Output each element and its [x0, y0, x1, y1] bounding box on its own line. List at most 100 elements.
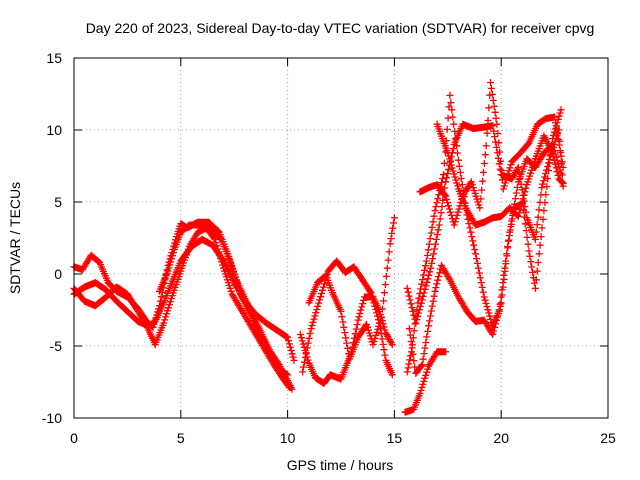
data-point: [477, 195, 485, 203]
data-point: [212, 239, 220, 247]
data-point: [487, 79, 494, 86]
data-point: [210, 234, 218, 242]
data-point: [374, 325, 382, 333]
data-point: [408, 344, 416, 352]
data-point: [448, 164, 456, 172]
data-point: [451, 173, 459, 181]
data-point: [318, 290, 325, 297]
data-point: [494, 309, 502, 317]
data-point: [521, 220, 529, 228]
data-point: [403, 368, 411, 376]
data-point: [493, 143, 500, 151]
data-point: [378, 313, 386, 321]
data-point: [152, 314, 160, 322]
data-point: [482, 299, 490, 307]
data-point: [406, 296, 414, 304]
data-point: [217, 255, 225, 263]
data-point: [319, 286, 326, 294]
data-point: [470, 241, 478, 249]
data-point: [482, 142, 490, 150]
data-point: [442, 178, 450, 186]
data-point: [520, 206, 527, 214]
data-point: [299, 340, 307, 348]
data-point: [351, 330, 359, 338]
data-point: [340, 323, 348, 331]
data-point: [383, 264, 391, 272]
data-point: [431, 287, 439, 295]
data-point: [552, 119, 559, 127]
data-point: [289, 353, 297, 361]
data-point: [370, 338, 378, 345]
data-point: [534, 213, 542, 221]
data-point: [527, 258, 535, 266]
data-point: [377, 330, 385, 338]
data-point: [450, 221, 458, 229]
data-point: [385, 248, 393, 256]
data-point: [526, 252, 534, 260]
data-points-layer: [70, 79, 567, 416]
data-point: [493, 316, 500, 324]
data-point: [319, 283, 327, 291]
data-point: [164, 307, 171, 315]
data-point: [366, 287, 374, 295]
data-point: [170, 249, 177, 257]
data-point: [313, 306, 321, 313]
data-point: [499, 283, 507, 291]
data-point: [429, 218, 437, 226]
data-point: [374, 312, 381, 320]
data-point: [435, 191, 443, 199]
data-point: [536, 241, 544, 249]
data-point: [167, 295, 175, 303]
data-point: [407, 338, 415, 345]
data-point: [369, 341, 377, 349]
data-point: [405, 360, 413, 368]
data-point: [315, 299, 323, 307]
data-point: [435, 273, 443, 280]
data-point: [423, 278, 431, 286]
data-point: [381, 326, 389, 334]
data-point: [284, 371, 292, 379]
data-point: [546, 159, 554, 167]
data-point: [491, 133, 499, 141]
x-tick-label: 15: [387, 430, 403, 446]
data-point: [479, 288, 487, 296]
data-point: [443, 174, 451, 182]
y-tick-label: -5: [50, 338, 63, 354]
data-point: [507, 223, 515, 231]
data-point: [478, 283, 486, 291]
data-point: [497, 157, 505, 165]
data-point: [422, 257, 430, 265]
data-point: [426, 235, 434, 243]
data-point: [487, 84, 495, 92]
data-point: [500, 275, 508, 283]
data-point: [410, 357, 418, 365]
data-point: [478, 186, 486, 194]
data-point: [419, 380, 427, 388]
data-point: [492, 138, 499, 146]
data-point: [412, 319, 420, 327]
data-point: [502, 260, 510, 268]
data-point: [440, 171, 447, 179]
data-point: [298, 337, 306, 345]
data-point: [419, 276, 427, 284]
data-point: [489, 96, 497, 104]
data-point: [484, 306, 492, 314]
data-point: [431, 207, 439, 215]
data-point: [164, 267, 172, 275]
data-point: [355, 313, 363, 321]
data-point: [442, 192, 450, 200]
y-tick-label: -10: [42, 410, 62, 426]
data-point: [446, 155, 454, 163]
data-point: [426, 312, 434, 320]
data-point: [408, 304, 416, 312]
data-point: [160, 319, 168, 327]
data-point: [424, 246, 432, 254]
data-point: [372, 306, 380, 313]
data-point: [505, 236, 513, 244]
data-point: [523, 233, 531, 241]
data-point: [421, 374, 429, 382]
data-point: [384, 256, 392, 264]
data-point: [420, 271, 428, 279]
data-point: [543, 183, 551, 191]
data-point: [410, 327, 418, 335]
